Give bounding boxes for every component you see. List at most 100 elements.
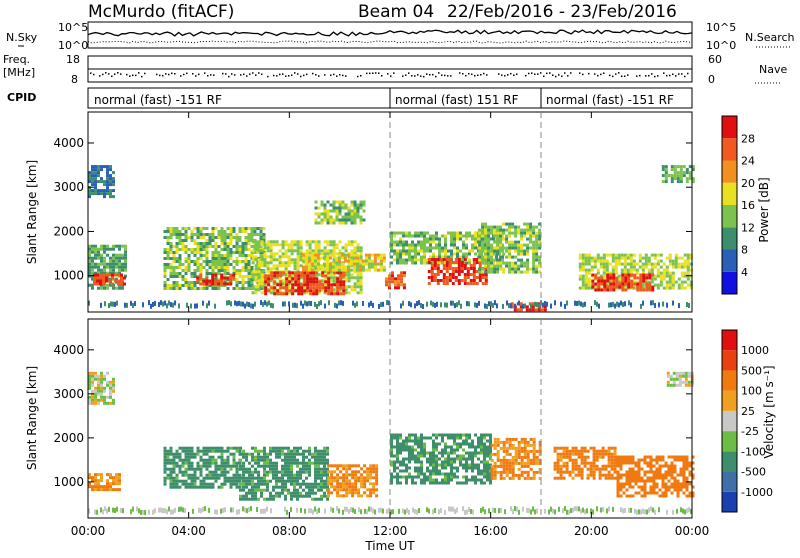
velocity-cell-2	[227, 450, 230, 453]
velocity-cell-7	[593, 468, 596, 471]
power-cell-7	[371, 260, 374, 263]
power-ground-scatter	[356, 301, 358, 306]
velocity-cell-1	[115, 488, 118, 491]
power-cell-6	[294, 271, 297, 274]
power-cell-7	[314, 254, 317, 257]
power-cell-6	[312, 271, 315, 274]
power-cell-5	[276, 264, 279, 267]
power-cell-3	[221, 263, 224, 266]
velocity-cell-8	[638, 492, 641, 495]
velocity-cell-2	[212, 459, 215, 462]
velocity-cell-7	[554, 447, 557, 450]
power-cell-6	[303, 283, 306, 286]
power-cell-10	[477, 241, 480, 244]
power-cell-14	[624, 257, 627, 260]
power-cell-3	[257, 227, 260, 230]
power-cell-3	[230, 251, 233, 254]
power-cell-3	[182, 227, 185, 230]
power-cell-6	[339, 271, 342, 274]
velocity-cell-7	[590, 447, 593, 450]
power-cell-7	[305, 266, 308, 269]
power-cell-5	[264, 246, 267, 249]
power-ground-scatter	[430, 301, 432, 306]
power-cell-4	[211, 280, 214, 283]
power-cell-3	[245, 269, 248, 272]
velocity-cell-5	[429, 437, 432, 440]
power-cell-1	[99, 274, 102, 277]
power-cell-14	[588, 284, 591, 287]
velocity-cell-5	[396, 455, 399, 458]
power-cell-8	[354, 222, 357, 225]
velocity-cell-2	[182, 447, 185, 450]
power-cell-3	[194, 284, 197, 287]
power-cell-5	[348, 240, 351, 243]
velocity-cell-2	[209, 456, 212, 459]
velocity-cell-5	[477, 470, 480, 473]
power-ground-scatter	[422, 304, 424, 309]
power-cell-1	[120, 280, 123, 283]
power-cell-5	[348, 285, 351, 288]
power-cell-5	[261, 285, 264, 288]
velocity-cell-8	[623, 474, 626, 477]
power-cell-3	[185, 284, 188, 287]
velocity-cell-5	[462, 449, 465, 452]
power-cell-7	[347, 254, 350, 257]
power-cell-12	[487, 235, 490, 238]
power-cell-9	[403, 283, 406, 286]
velocity-cell-2	[200, 480, 203, 483]
velocity-cell-3	[257, 486, 260, 489]
velocity-cell-3	[239, 483, 242, 486]
velocity-cell-6	[509, 453, 512, 456]
velocity-cell-0	[100, 393, 103, 396]
velocity-cell-8	[629, 480, 632, 483]
power-cell-8	[363, 210, 366, 213]
velocity-cell-2	[227, 471, 230, 474]
power-cell-0	[97, 251, 100, 254]
power-ground-scatter	[414, 303, 416, 308]
power-cell-0	[121, 263, 124, 266]
velocity-cell-3	[308, 486, 311, 489]
power-cell-3	[242, 266, 245, 269]
power-cell-6	[285, 283, 288, 286]
velocity-cell-5	[462, 434, 465, 437]
power-cell-3	[248, 227, 251, 230]
velocity-cell-2	[206, 453, 209, 456]
velocity-cell-3	[296, 489, 299, 492]
velocity-cell-5	[438, 482, 441, 485]
power-cell-15	[627, 280, 630, 283]
power-cell-5	[258, 279, 261, 282]
velocity-cell-3	[239, 498, 242, 501]
velocity-cell-3	[308, 462, 311, 465]
power-cell-0	[94, 266, 97, 269]
power-cell-3	[179, 242, 182, 245]
velocity-cell-5	[459, 443, 462, 446]
velocity-cell-5	[408, 473, 411, 476]
power-cell-7	[302, 266, 305, 269]
power-cell-3	[182, 269, 185, 272]
velocity-cell-5	[399, 482, 402, 485]
velocity-cell-8	[617, 459, 620, 462]
power-cell-12	[499, 232, 502, 235]
power-cell-10	[405, 262, 408, 265]
velocity-cell-0	[91, 390, 94, 393]
power-cell-5	[327, 249, 330, 252]
velocity-cell-5	[486, 461, 489, 464]
velocity-cell-3	[245, 492, 248, 495]
nave-dot	[339, 74, 341, 76]
power-cell-7	[311, 269, 314, 272]
power-cell-12	[499, 235, 502, 238]
power-ground-scatter	[490, 301, 492, 306]
velocity-cell-3	[302, 471, 305, 474]
velocity-cell-2	[224, 480, 227, 483]
power-cell-14	[681, 284, 684, 287]
power-cell-5	[252, 291, 255, 294]
velocity-cell-3	[272, 471, 275, 474]
velocity-cell-3	[251, 447, 254, 450]
power-cell-14	[672, 284, 675, 287]
velocity-cell-2	[215, 474, 218, 477]
power-cell-0	[97, 269, 100, 272]
power-cell-4	[232, 277, 235, 280]
power-cell-16	[662, 174, 665, 177]
nave-dot	[480, 74, 482, 76]
velocity-cell-3	[290, 492, 293, 495]
